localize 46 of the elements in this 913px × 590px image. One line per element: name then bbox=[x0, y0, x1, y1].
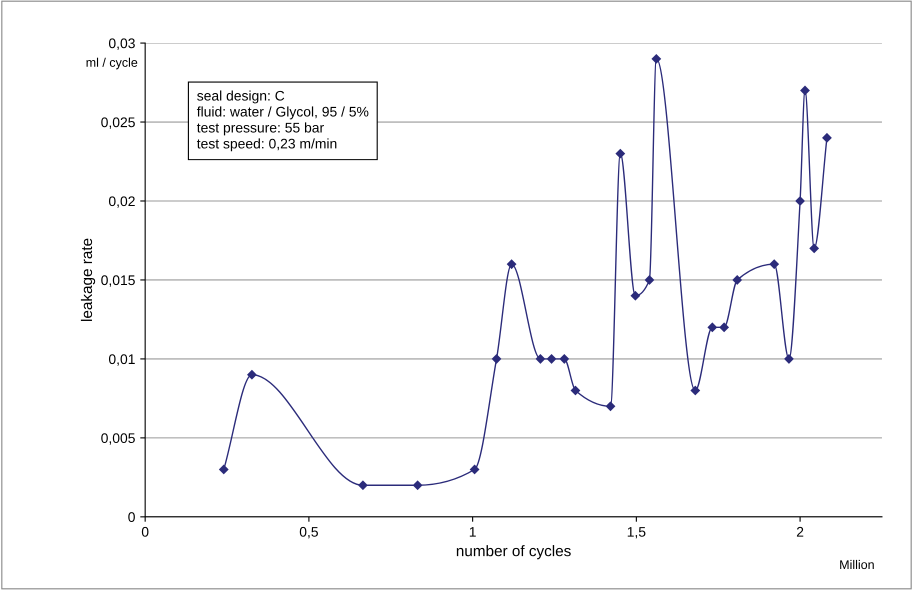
point bbox=[358, 480, 368, 490]
x-tick-label: 1 bbox=[470, 527, 476, 537]
point bbox=[770, 260, 779, 269]
point bbox=[506, 260, 516, 269]
point bbox=[795, 196, 805, 206]
point bbox=[822, 133, 832, 142]
y-tick-label: 0,015 bbox=[101, 275, 135, 287]
point bbox=[219, 464, 228, 474]
point bbox=[810, 244, 819, 253]
point bbox=[470, 464, 480, 474]
y-tick-label: 0,01 bbox=[108, 354, 135, 366]
x-tick-label: 2 bbox=[796, 526, 804, 537]
point bbox=[784, 354, 794, 364]
point bbox=[652, 54, 661, 64]
annotation: seal design: C bbox=[197, 90, 284, 104]
point bbox=[630, 291, 640, 300]
x-tick-label: 0,5 bbox=[300, 526, 318, 538]
point bbox=[546, 354, 556, 364]
point bbox=[708, 322, 717, 332]
annotation: test pressure: 55 bar bbox=[196, 122, 324, 136]
y-tick-label: 0,025 bbox=[101, 117, 135, 129]
point bbox=[560, 354, 569, 364]
point bbox=[606, 402, 616, 411]
y-tick-label: 0,005 bbox=[101, 433, 135, 445]
text: Million bbox=[840, 560, 874, 570]
point bbox=[690, 386, 700, 396]
point bbox=[800, 86, 810, 96]
annotation: test speed: 0,23 m/min bbox=[196, 138, 336, 152]
annotation: fluid: water / Glycol, 95 / 5% bbox=[196, 106, 368, 120]
point bbox=[412, 480, 422, 490]
point bbox=[732, 275, 742, 285]
text: ml / cycle bbox=[86, 58, 138, 70]
point bbox=[644, 275, 654, 285]
x-axis-title: number of cycles bbox=[456, 545, 571, 560]
point bbox=[247, 370, 257, 380]
point bbox=[492, 354, 502, 364]
x-tick-label: 0 bbox=[142, 526, 148, 537]
y-axis-title: leakage rate bbox=[80, 238, 96, 321]
x-tick-label: 1,5 bbox=[628, 527, 646, 538]
point bbox=[536, 354, 546, 364]
point bbox=[616, 148, 625, 158]
y-tick-label: 0,02 bbox=[108, 196, 135, 208]
point bbox=[570, 386, 580, 396]
point bbox=[719, 322, 729, 332]
y-tick-label: 0 bbox=[128, 512, 135, 522]
y-tick-label: 0,03 bbox=[108, 38, 135, 50]
